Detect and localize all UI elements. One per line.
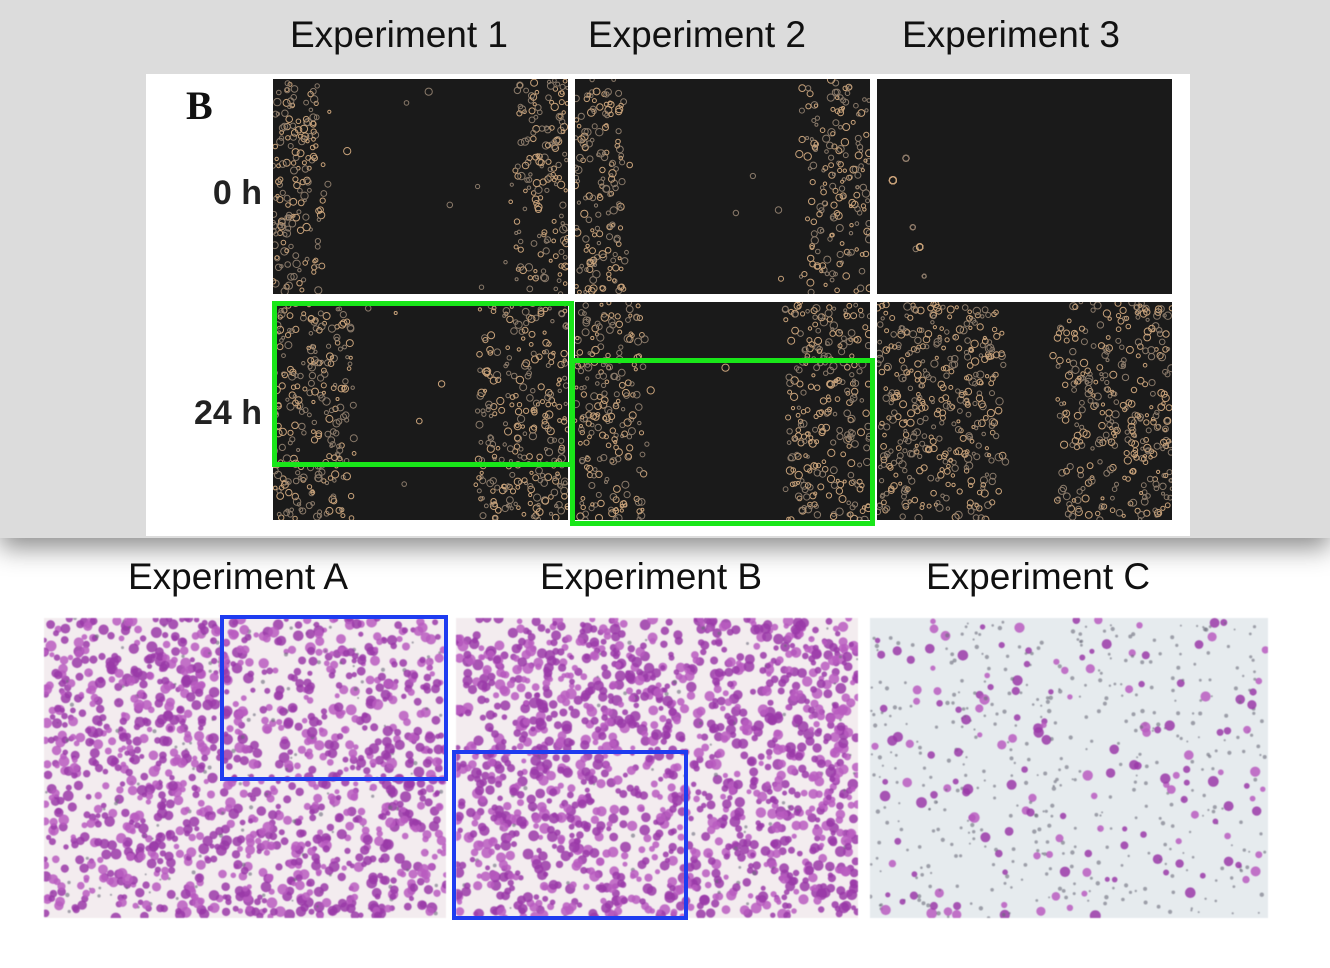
column-title-experiment-c: Experiment C [926,558,1150,595]
highlight-box-blue-1 [220,615,448,781]
top-figure-band: Experiment 1 Experiment 2 Experiment 3 B… [0,0,1330,538]
wound-healing-figure: B 0 h 24 h [146,74,1190,536]
row-label-24h: 24 h [152,394,262,433]
highlight-box-green-1 [272,301,574,467]
panel-letter: B [186,82,213,129]
column-title-experiment-3: Experiment 3 [902,16,1120,53]
column-title-experiment-a: Experiment A [128,558,348,595]
micrograph-experiment-2-0h [575,79,870,294]
column-title-experiment-2: Experiment 2 [588,16,806,53]
highlight-box-green-2 [570,358,875,526]
micrograph-experiment-3-0h [877,79,1172,294]
column-title-experiment-b: Experiment B [540,558,762,595]
micrograph-experiment-1-0h [273,79,568,294]
stain-image-experiment-c [870,618,1268,918]
highlight-box-blue-2 [452,750,688,920]
row-label-0h: 0 h [152,174,262,213]
micrograph-experiment-3-24h [877,302,1172,520]
column-title-experiment-1: Experiment 1 [290,16,508,53]
